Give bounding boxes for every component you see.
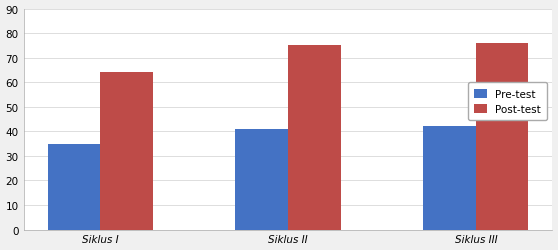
Bar bbox=[476, 44, 528, 230]
Bar bbox=[47, 144, 100, 230]
Bar bbox=[423, 127, 476, 230]
Bar bbox=[235, 130, 288, 230]
Bar bbox=[100, 73, 153, 230]
Bar bbox=[288, 46, 340, 230]
Legend: Pre-test, Post-test: Pre-test, Post-test bbox=[468, 83, 547, 121]
